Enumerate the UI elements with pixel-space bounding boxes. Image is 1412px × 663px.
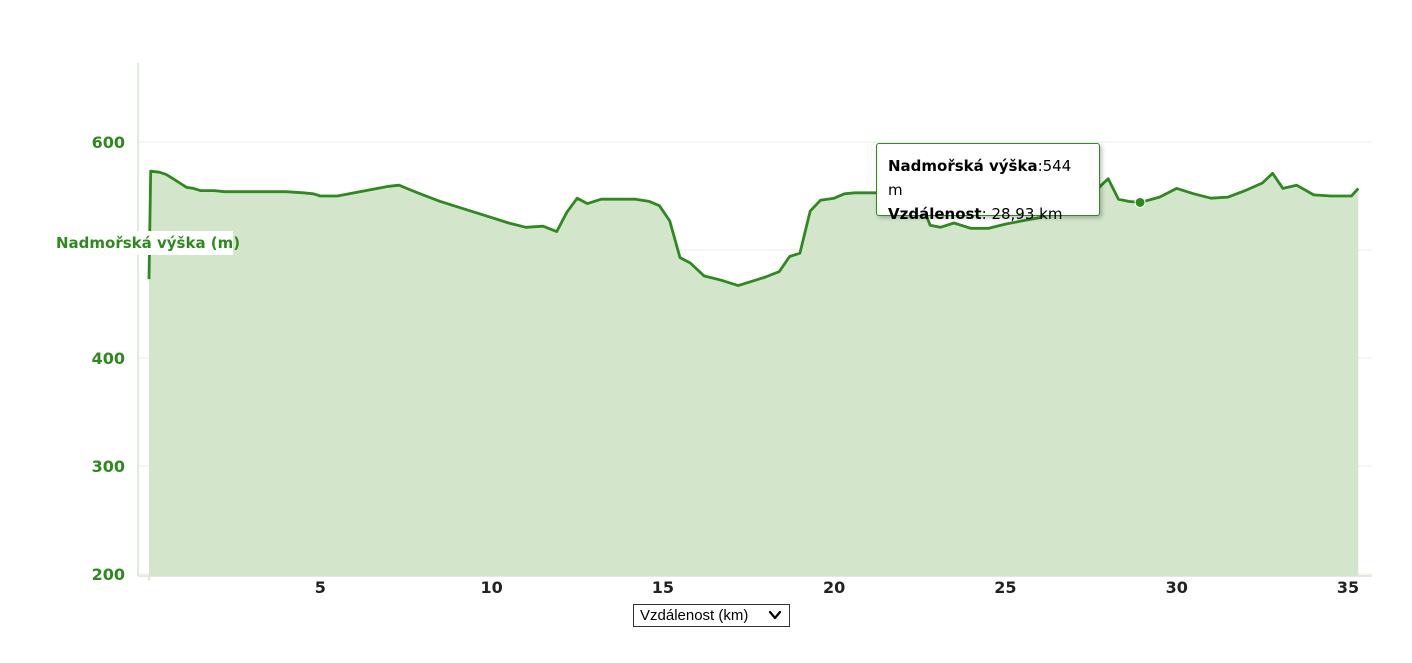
tooltip-row-distance: Vzdálenost: 28,93 km: [888, 205, 1063, 223]
tooltip-row-elevation: Nadmořská výška:544 m: [888, 157, 1072, 199]
x-tick-label: 5: [315, 578, 326, 597]
y-tick-label: 300: [92, 457, 125, 476]
x-tick-label: 10: [480, 578, 502, 597]
y-axis-title-background: [55, 231, 233, 255]
x-tick-label: 30: [1166, 578, 1188, 597]
elevation-area: [149, 171, 1359, 576]
tooltip-label-distance: Vzdálenost: [888, 205, 982, 223]
x-axis-select[interactable]: Vzdálenost (km): [633, 604, 790, 627]
x-tick-label: 35: [1337, 578, 1359, 597]
hover-marker: [1134, 196, 1146, 208]
area-layer: [147, 169, 1360, 576]
tooltip-value-elevation: 544 m: [888, 157, 1072, 199]
tooltip: Nadmořská výška:544 m Vzdálenost: 28,93 …: [876, 143, 1100, 223]
tooltip-value-distance: 28,93 km: [991, 205, 1063, 223]
y-axis-title-group: Nadmořská výška (m): [55, 231, 240, 255]
x-tick-label: 20: [823, 578, 845, 597]
y-tick-labels: 200 300 400 600: [92, 133, 125, 584]
y-tick-label: 600: [92, 133, 125, 152]
x-axis-select-value: Vzdálenost (km): [640, 607, 749, 624]
tooltip-label-elevation: Nadmořská výška: [888, 157, 1038, 175]
y-tick-label: 200: [92, 565, 125, 584]
x-tick-label: 25: [994, 578, 1016, 597]
x-tick-labels: 5 10 15 20 25 30 35: [315, 578, 1359, 597]
y-axis-title: Nadmořská výška (m): [56, 234, 240, 252]
x-tick-label: 15: [652, 578, 674, 597]
y-tick-label: 400: [92, 349, 125, 368]
marker-layer: [1134, 196, 1146, 208]
chevron-down-icon: [768, 610, 782, 620]
axes: [137, 63, 1372, 581]
